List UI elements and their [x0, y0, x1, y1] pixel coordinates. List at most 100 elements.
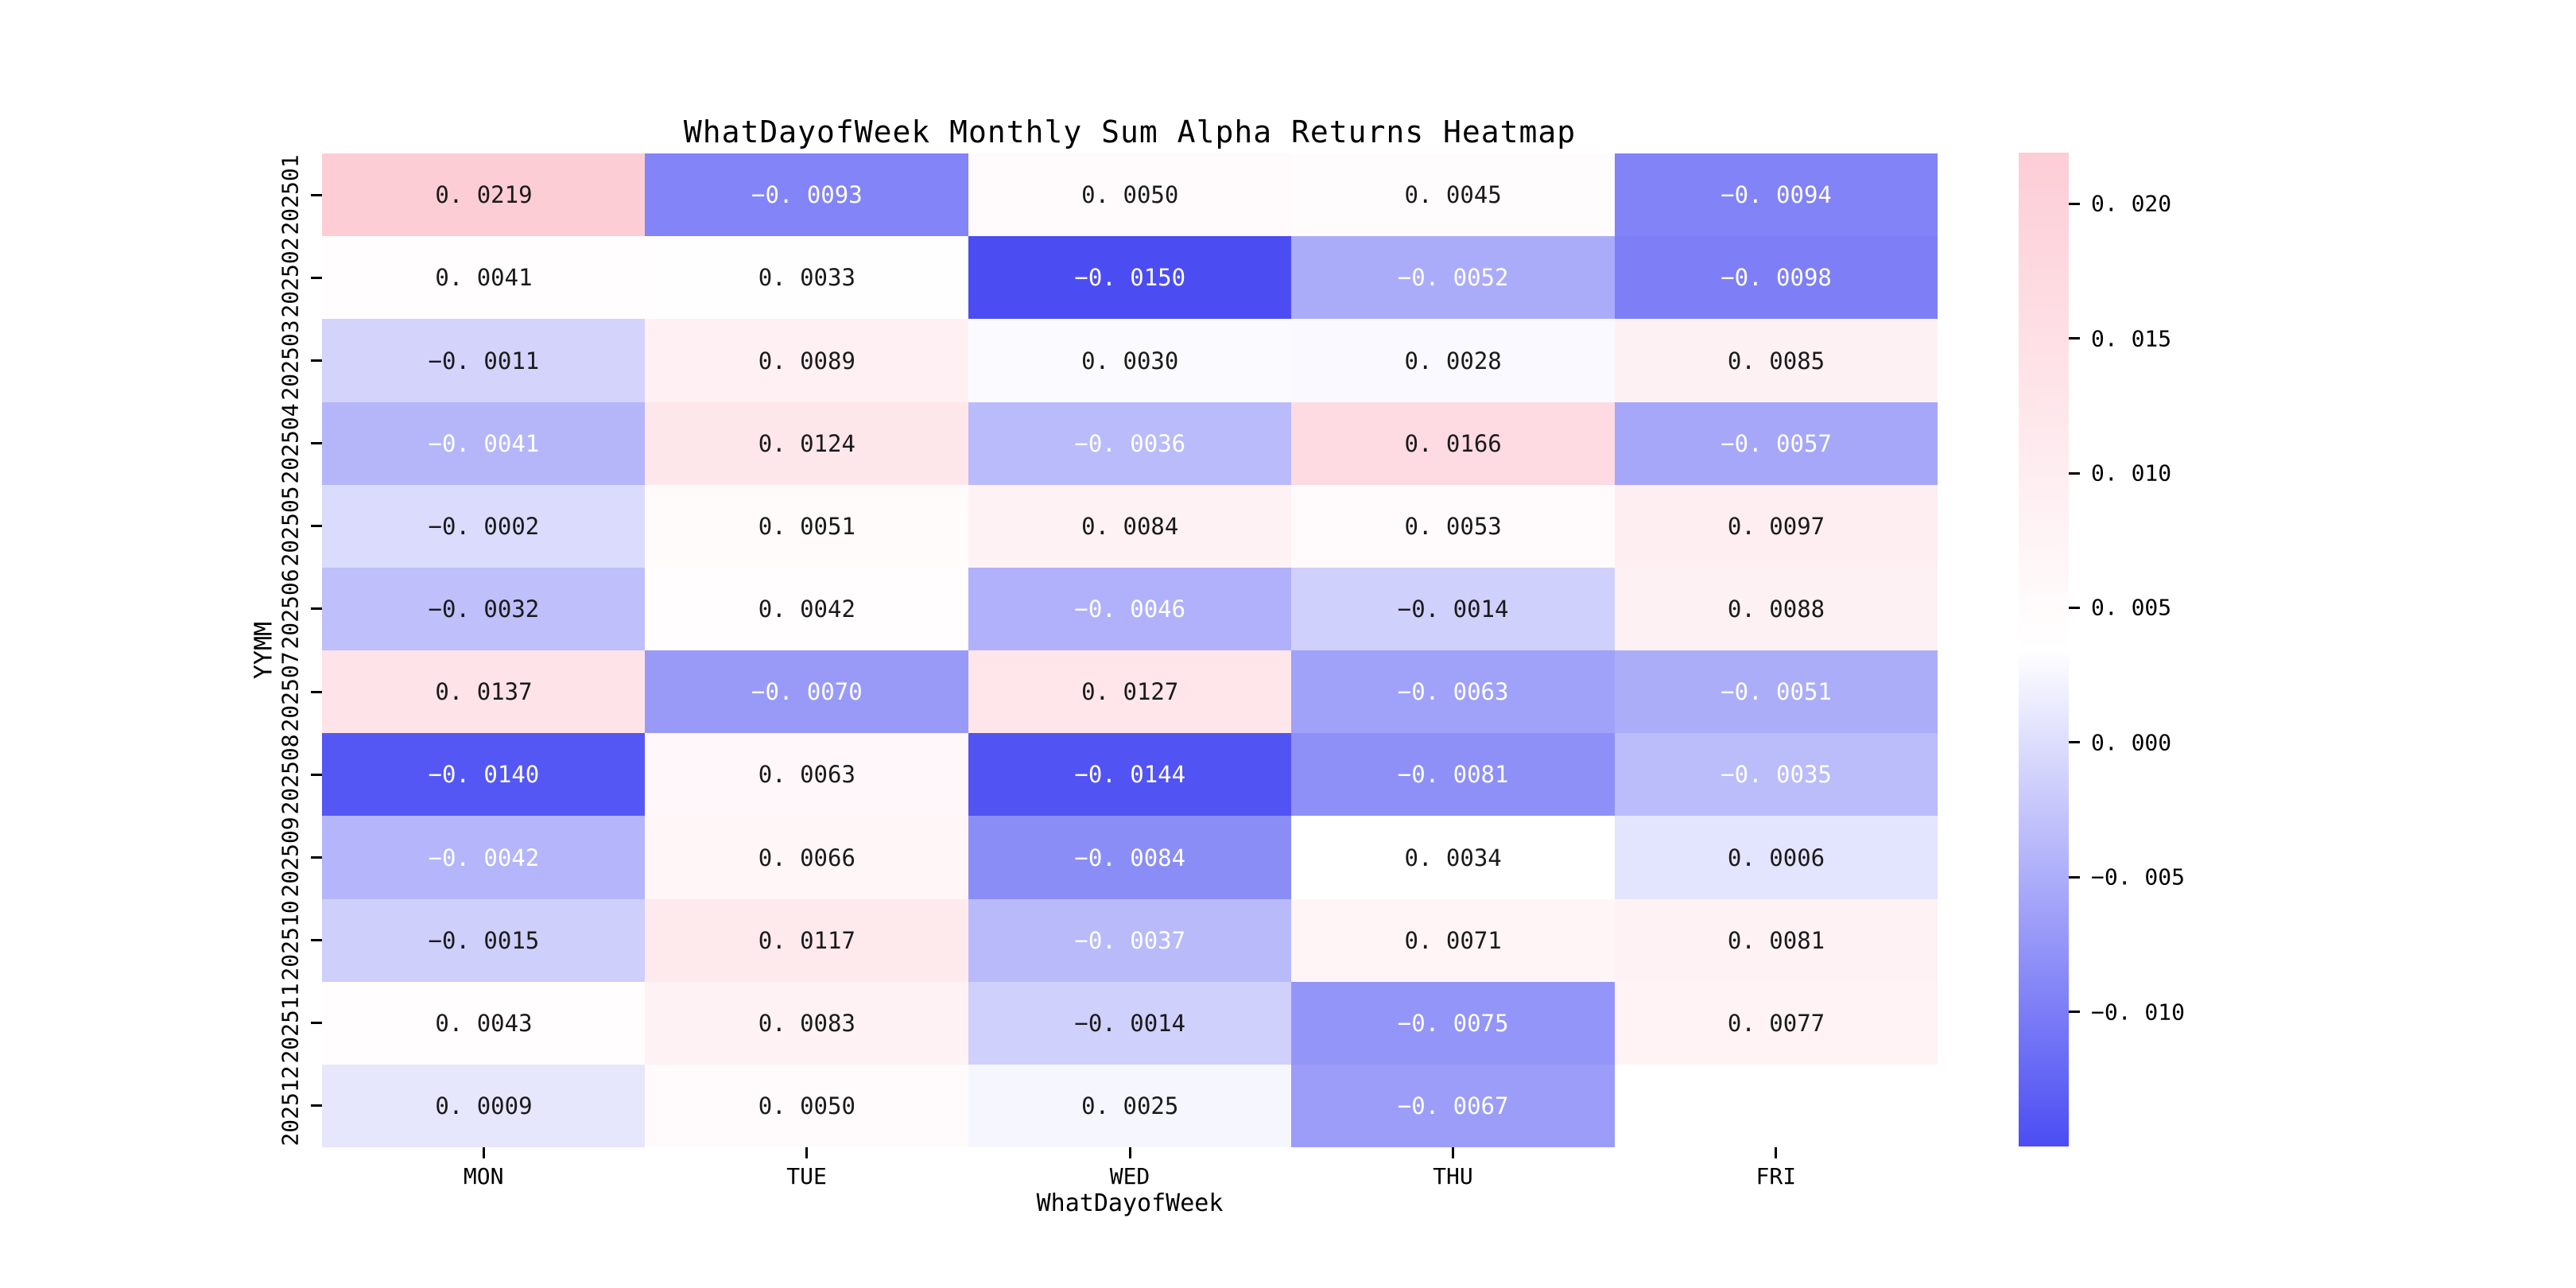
heatmap-cell: −0. 0032: [322, 567, 646, 651]
chart-title: WhatDayofWeek Monthly Sum Alpha Returns …: [683, 114, 1577, 149]
y-tick-label: 202505: [277, 486, 304, 567]
heatmap-cell: −0. 0075: [1291, 981, 1616, 1065]
y-tick-mark: [311, 442, 322, 445]
heatmap-cell: 0. 0041: [322, 236, 646, 320]
x-tick-label: MON: [463, 1163, 504, 1189]
heatmap-cell: 0. 0137: [322, 650, 646, 734]
colorbar-tick-label: 0. 010: [2091, 460, 2172, 487]
colorbar-tick-label: 0. 015: [2091, 325, 2172, 352]
x-axis-label: WhatDayofWeek: [1036, 1189, 1224, 1217]
colorbar-tick-label: 0. 005: [2091, 594, 2172, 621]
y-tick-label: 202502: [277, 237, 304, 318]
heatmap-cell: −0. 0002: [322, 484, 646, 568]
colorbar-tick-mark: [2069, 337, 2080, 340]
heatmap-cell: 0. 0084: [968, 484, 1292, 568]
heatmap-cell: 0. 0097: [1614, 484, 1938, 568]
y-tick-label: 202501: [277, 154, 304, 235]
y-tick-label: 202510: [277, 900, 304, 981]
x-tick-label: THU: [1433, 1163, 1473, 1189]
heatmap-cell: 0. 0025: [968, 1064, 1292, 1148]
y-tick-label: 202507: [277, 651, 304, 732]
heatmap-cell: −0. 0093: [645, 153, 969, 237]
x-tick-mark: [1451, 1147, 1454, 1158]
heatmap-cell: 0. 0063: [645, 733, 969, 817]
x-tick-mark: [1775, 1147, 1778, 1158]
heatmap-cell: 0. 0071: [1291, 898, 1616, 983]
heatmap-cell: −0. 0014: [1291, 567, 1616, 651]
colorbar-tick-mark: [2069, 741, 2080, 744]
heatmap-cell: 0. 0028: [1291, 319, 1616, 402]
colorbar-tick-label: 0. 020: [2091, 190, 2172, 217]
heatmap-cell: 0. 0030: [968, 319, 1292, 402]
y-tick-mark: [311, 690, 322, 693]
heatmap-cell: 0. 0127: [968, 650, 1292, 734]
y-tick-mark: [311, 1022, 322, 1025]
y-tick-label: 202506: [277, 568, 304, 650]
heatmap-cell: 0. 0045: [1291, 153, 1616, 237]
colorbar-tick-mark: [2069, 606, 2080, 609]
y-axis-label: YYMM: [250, 621, 278, 680]
heatmap-cell: 0. 0081: [1614, 898, 1938, 983]
heatmap-cell: 0. 0050: [968, 153, 1292, 237]
heatmap-cell: 0. 0053: [1291, 484, 1616, 568]
y-tick-label: 202503: [277, 320, 304, 401]
x-tick-mark: [1128, 1147, 1131, 1158]
colorbar-tick-mark: [2069, 1011, 2080, 1014]
colorbar-tick-label: 0. 000: [2091, 729, 2172, 756]
heatmap-cell: −0. 0011: [322, 319, 646, 402]
y-tick-mark: [311, 276, 322, 279]
y-tick-label: 202508: [277, 734, 304, 815]
heatmap-cell: −0. 0144: [968, 733, 1292, 817]
colorbar-tick-mark: [2069, 471, 2080, 475]
heatmap-cell: 0. 0006: [1614, 816, 1938, 899]
colorbar-gradient: [2019, 153, 2069, 1146]
heatmap-cell: 0. 0088: [1614, 567, 1938, 651]
heatmap-cell: 0. 0077: [1614, 981, 1938, 1065]
heatmap-cell: 0. 0034: [1291, 816, 1616, 899]
heatmap-cell: −0. 0150: [968, 236, 1292, 320]
heatmap-cell: 0. 0117: [645, 898, 969, 983]
heatmap-cell: [1614, 1064, 1938, 1148]
colorbar-tick-mark: [2069, 202, 2080, 205]
y-tick-mark: [311, 1104, 322, 1108]
y-tick-mark: [311, 359, 322, 362]
y-tick-mark: [311, 193, 322, 196]
heatmap-cell: −0. 0036: [968, 402, 1292, 486]
heatmap-cell: 0. 0043: [322, 981, 646, 1065]
heatmap-cell: 0. 0085: [1614, 319, 1938, 402]
heatmap-cell: 0. 0066: [645, 816, 969, 899]
heatmap-cell: −0. 0014: [968, 981, 1292, 1065]
heatmap-cell: 0. 0089: [645, 319, 969, 402]
heatmap-cell: −0. 0084: [968, 816, 1292, 899]
heatmap-cell: −0. 0037: [968, 898, 1292, 983]
heatmap-cell: 0. 0050: [645, 1064, 969, 1148]
colorbar-tick-mark: [2069, 875, 2080, 879]
x-tick-mark: [482, 1147, 485, 1158]
heatmap-cell: 0. 0083: [645, 981, 969, 1065]
heatmap-cell: 0. 0219: [322, 153, 646, 237]
heatmap-cell: 0. 0166: [1291, 402, 1616, 486]
x-tick-label: WED: [1109, 1163, 1150, 1189]
heatmap-cell: −0. 0052: [1291, 236, 1616, 320]
heatmap-cell: −0. 0094: [1614, 153, 1938, 237]
heatmap-cell: 0. 0051: [645, 484, 969, 568]
y-tick-label: 202504: [277, 403, 304, 484]
x-tick-mark: [805, 1147, 809, 1158]
heatmap-cell: −0. 0046: [968, 567, 1292, 651]
heatmap-cell: −0. 0015: [322, 898, 646, 983]
y-tick-mark: [311, 525, 322, 528]
heatmap-cell: −0. 0063: [1291, 650, 1616, 734]
y-tick-label: 202512: [277, 1065, 304, 1146]
heatmap-cell: 0. 0042: [645, 567, 969, 651]
heatmap-cell: 0. 0033: [645, 236, 969, 320]
colorbar-tick-label: −0. 010: [2091, 999, 2186, 1026]
heatmap-cell: −0. 0041: [322, 402, 646, 486]
heatmap-cell: −0. 0070: [645, 650, 969, 734]
heatmap-cell: 0. 0124: [645, 402, 969, 486]
y-tick-mark: [311, 773, 322, 776]
y-tick-mark: [311, 855, 322, 859]
heatmap-cell: −0. 0035: [1614, 733, 1938, 817]
heatmap-cell: −0. 0042: [322, 816, 646, 899]
heatmap-cell: 0. 0009: [322, 1064, 646, 1148]
